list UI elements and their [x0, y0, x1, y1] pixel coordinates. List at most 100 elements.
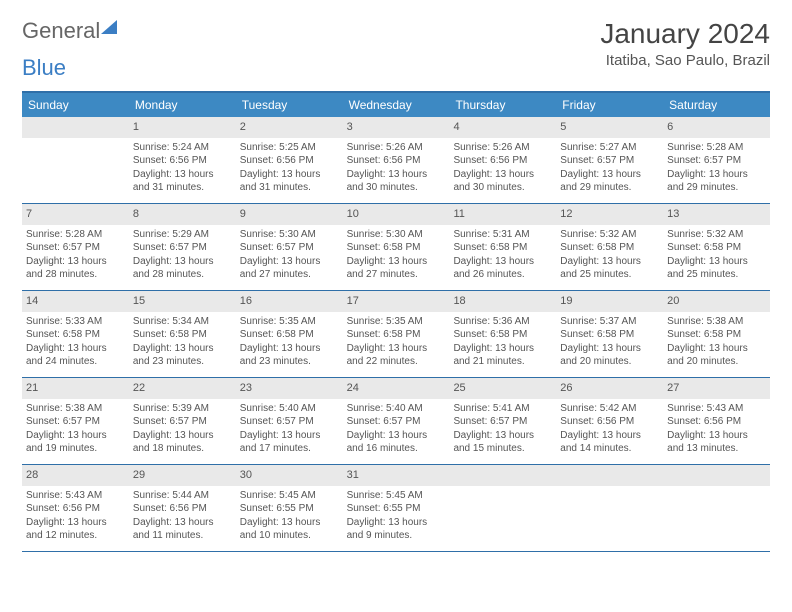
- weekday-header: Sunday: [22, 93, 129, 117]
- day-number: 19: [556, 291, 663, 312]
- day-number: 1: [129, 117, 236, 138]
- week-row: 21Sunrise: 5:38 AMSunset: 6:57 PMDayligh…: [22, 378, 770, 465]
- sunset-text: Sunset: 6:58 PM: [347, 328, 446, 342]
- day-cell: 28Sunrise: 5:43 AMSunset: 6:56 PMDayligh…: [22, 465, 129, 551]
- weekday-header: Tuesday: [236, 93, 343, 117]
- sunrise-text: Sunrise: 5:43 AM: [667, 402, 766, 416]
- sunset-text: Sunset: 6:58 PM: [560, 241, 659, 255]
- day-number: 24: [343, 378, 450, 399]
- day-number: 29: [129, 465, 236, 486]
- day-number: 31: [343, 465, 450, 486]
- day-number: 12: [556, 204, 663, 225]
- sunrise-text: Sunrise: 5:37 AM: [560, 315, 659, 329]
- sunset-text: Sunset: 6:58 PM: [667, 328, 766, 342]
- sunset-text: Sunset: 6:56 PM: [453, 154, 552, 168]
- day-number: 25: [449, 378, 556, 399]
- daylight-text: Daylight: 13 hours and 23 minutes.: [240, 342, 339, 369]
- sunrise-text: Sunrise: 5:28 AM: [26, 228, 125, 242]
- daylight-text: Daylight: 13 hours and 19 minutes.: [26, 429, 125, 456]
- day-number: 28: [22, 465, 129, 486]
- day-cell: 7 Sunrise: 5:28 AMSunset: 6:57 PMDaylight…: [22, 204, 129, 290]
- week-row: 28Sunrise: 5:43 AMSunset: 6:56 PMDayligh…: [22, 465, 770, 552]
- sunset-text: Sunset: 6:55 PM: [347, 502, 446, 516]
- sunset-text: Sunset: 6:56 PM: [133, 154, 232, 168]
- sunset-text: Sunset: 6:57 PM: [26, 241, 125, 255]
- day-cell: 11Sunrise: 5:31 AMSunset: 6:58 PMDayligh…: [449, 204, 556, 290]
- sunset-text: Sunset: 6:58 PM: [133, 328, 232, 342]
- daylight-text: Daylight: 13 hours and 25 minutes.: [667, 255, 766, 282]
- sunrise-text: Sunrise: 5:39 AM: [133, 402, 232, 416]
- day-cell: 30Sunrise: 5:45 AMSunset: 6:55 PMDayligh…: [236, 465, 343, 551]
- sunset-text: Sunset: 6:57 PM: [240, 241, 339, 255]
- day-number: [663, 465, 770, 486]
- daylight-text: Daylight: 13 hours and 30 minutes.: [347, 168, 446, 195]
- sunset-text: Sunset: 6:58 PM: [453, 328, 552, 342]
- daylight-text: Daylight: 13 hours and 10 minutes.: [240, 516, 339, 543]
- sunset-text: Sunset: 6:57 PM: [240, 415, 339, 429]
- daylight-text: Daylight: 13 hours and 16 minutes.: [347, 429, 446, 456]
- weekday-header: Thursday: [449, 93, 556, 117]
- sunrise-text: Sunrise: 5:36 AM: [453, 315, 552, 329]
- daylight-text: Daylight: 13 hours and 15 minutes.: [453, 429, 552, 456]
- daylight-text: Daylight: 13 hours and 28 minutes.: [26, 255, 125, 282]
- brand-triangle-icon: [101, 20, 117, 34]
- week-row: 14Sunrise: 5:33 AMSunset: 6:58 PMDayligh…: [22, 291, 770, 378]
- day-number: 10: [343, 204, 450, 225]
- day-cell: 31 Sunrise: 5:45 AMSunset: 6:55 PMDayligh…: [343, 465, 450, 551]
- day-number: 27: [663, 378, 770, 399]
- daylight-text: Daylight: 13 hours and 24 minutes.: [26, 342, 125, 369]
- sunset-text: Sunset: 6:57 PM: [133, 241, 232, 255]
- day-number: [22, 117, 129, 138]
- sunrise-text: Sunrise: 5:33 AM: [26, 315, 125, 329]
- day-number: 8: [129, 204, 236, 225]
- daylight-text: Daylight: 13 hours and 9 minutes.: [347, 516, 446, 543]
- sunrise-text: Sunrise: 5:30 AM: [240, 228, 339, 242]
- sunrise-text: Sunrise: 5:32 AM: [667, 228, 766, 242]
- daylight-text: Daylight: 13 hours and 25 minutes.: [560, 255, 659, 282]
- day-number: 11: [449, 204, 556, 225]
- day-cell: 26Sunrise: 5:42 AMSunset: 6:56 PMDayligh…: [556, 378, 663, 464]
- day-number: 2: [236, 117, 343, 138]
- day-cell: 27Sunrise: 5:43 AMSunset: 6:56 PMDayligh…: [663, 378, 770, 464]
- daylight-text: Daylight: 13 hours and 22 minutes.: [347, 342, 446, 369]
- daylight-text: Daylight: 13 hours and 20 minutes.: [560, 342, 659, 369]
- sunrise-text: Sunrise: 5:27 AM: [560, 141, 659, 155]
- sunrise-text: Sunrise: 5:31 AM: [453, 228, 552, 242]
- daylight-text: Daylight: 13 hours and 29 minutes.: [560, 168, 659, 195]
- day-number: 30: [236, 465, 343, 486]
- calendar: SundayMondayTuesdayWednesdayThursdayFrid…: [22, 91, 770, 552]
- sunset-text: Sunset: 6:58 PM: [453, 241, 552, 255]
- sunset-text: Sunset: 6:58 PM: [667, 241, 766, 255]
- sunrise-text: Sunrise: 5:45 AM: [347, 489, 446, 503]
- sunset-text: Sunset: 6:57 PM: [667, 154, 766, 168]
- day-cell: 14Sunrise: 5:33 AMSunset: 6:58 PMDayligh…: [22, 291, 129, 377]
- daylight-text: Daylight: 13 hours and 21 minutes.: [453, 342, 552, 369]
- sunrise-text: Sunrise: 5:35 AM: [347, 315, 446, 329]
- day-number: 7: [22, 204, 129, 225]
- day-cell: 1Sunrise: 5:24 AMSunset: 6:56 PMDaylight…: [129, 117, 236, 203]
- sunrise-text: Sunrise: 5:38 AM: [26, 402, 125, 416]
- day-cell: 23Sunrise: 5:40 AMSunset: 6:57 PMDayligh…: [236, 378, 343, 464]
- daylight-text: Daylight: 13 hours and 30 minutes.: [453, 168, 552, 195]
- sunset-text: Sunset: 6:56 PM: [347, 154, 446, 168]
- daylight-text: Daylight: 13 hours and 27 minutes.: [347, 255, 446, 282]
- day-number: 18: [449, 291, 556, 312]
- sunset-text: Sunset: 6:56 PM: [26, 502, 125, 516]
- day-cell: 16Sunrise: 5:35 AMSunset: 6:58 PMDayligh…: [236, 291, 343, 377]
- sunset-text: Sunset: 6:57 PM: [453, 415, 552, 429]
- sunrise-text: Sunrise: 5:45 AM: [240, 489, 339, 503]
- day-number: 15: [129, 291, 236, 312]
- day-number: [449, 465, 556, 486]
- sunset-text: Sunset: 6:58 PM: [347, 241, 446, 255]
- day-cell: 2Sunrise: 5:25 AMSunset: 6:56 PMDaylight…: [236, 117, 343, 203]
- day-cell: 6Sunrise: 5:28 AMSunset: 6:57 PMDaylight…: [663, 117, 770, 203]
- sunset-text: Sunset: 6:58 PM: [560, 328, 659, 342]
- sunset-text: Sunset: 6:57 PM: [347, 415, 446, 429]
- daylight-text: Daylight: 13 hours and 29 minutes.: [667, 168, 766, 195]
- sunrise-text: Sunrise: 5:38 AM: [667, 315, 766, 329]
- day-cell: 4Sunrise: 5:26 AMSunset: 6:56 PMDaylight…: [449, 117, 556, 203]
- sunset-text: Sunset: 6:57 PM: [560, 154, 659, 168]
- day-cell: 22Sunrise: 5:39 AMSunset: 6:57 PMDayligh…: [129, 378, 236, 464]
- sunrise-text: Sunrise: 5:30 AM: [347, 228, 446, 242]
- sunset-text: Sunset: 6:56 PM: [133, 502, 232, 516]
